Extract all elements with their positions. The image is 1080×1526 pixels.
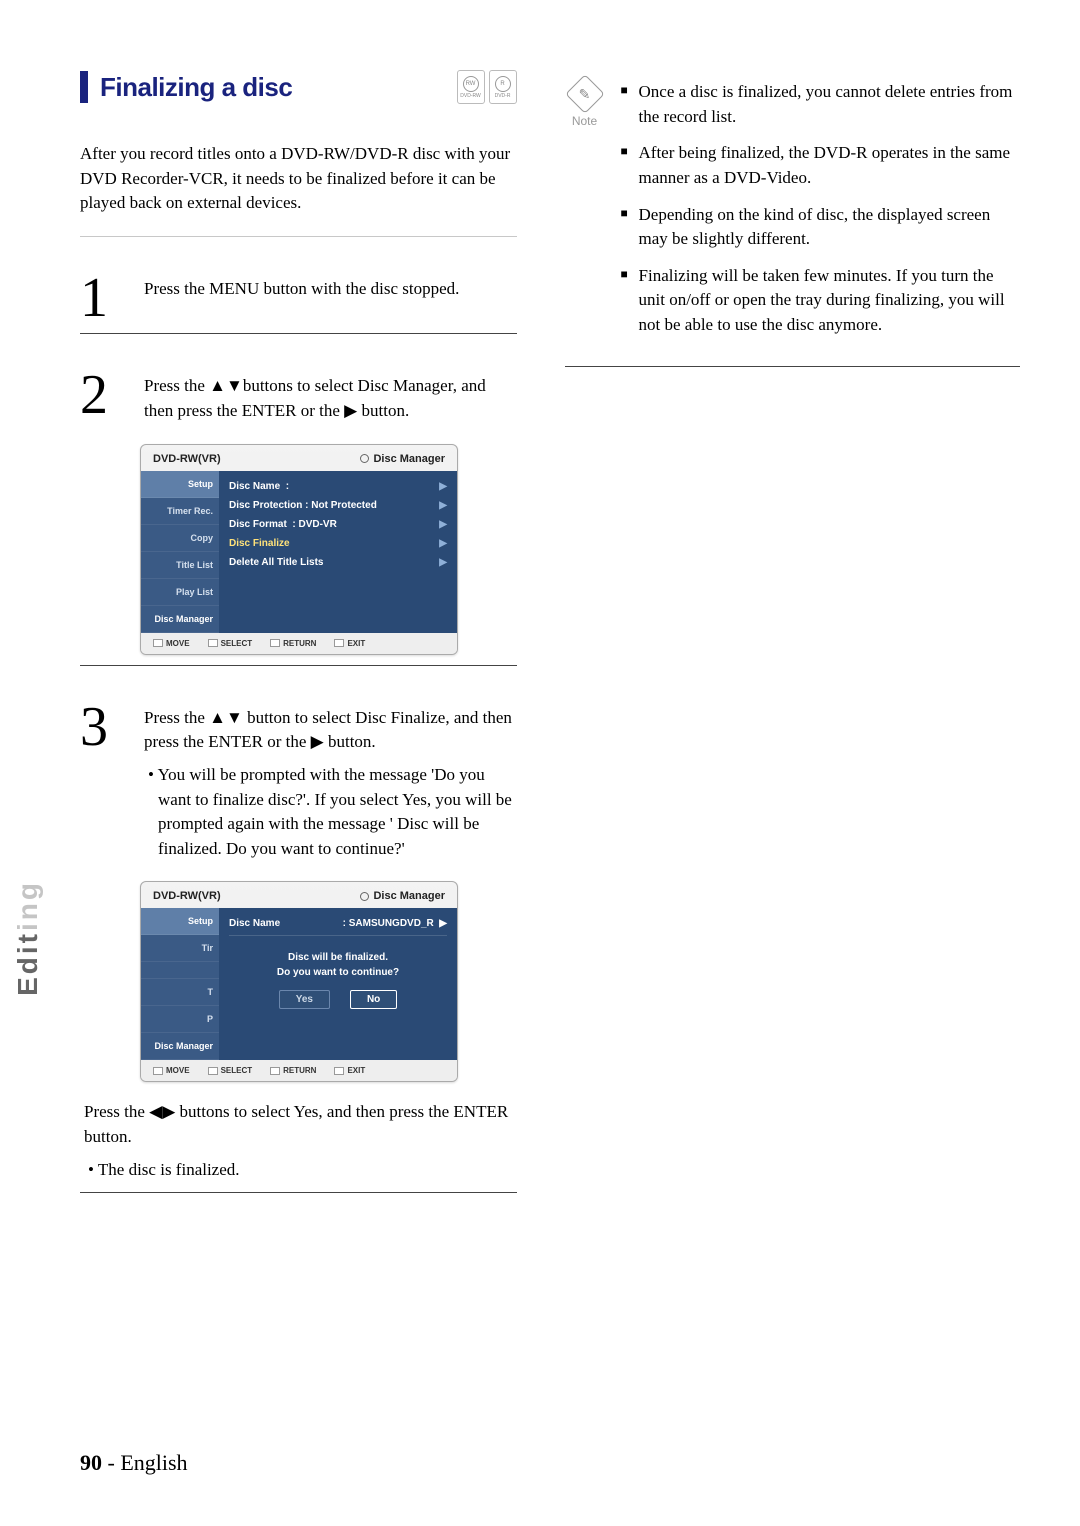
panel1-title-right: Disc Manager [373, 453, 445, 465]
notes-divider [565, 366, 1020, 367]
panel1-footer: MOVE SELECT RETURN EXIT [141, 633, 457, 654]
side2-timer: Tir [141, 935, 219, 962]
step-number-3: 3 [80, 702, 124, 862]
note-item: Depending on the kind of disc, the displ… [621, 203, 1020, 252]
confirm-line1: Disc will be finalized. [277, 950, 399, 965]
step-3b-sub: The disc is finalized. [84, 1158, 517, 1183]
note-item: Once a disc is finalized, you cannot del… [621, 80, 1020, 129]
disc-type-icons: RW DVD-RW R DVD-R [457, 70, 517, 104]
panel2-main: Disc Name : SAMSUNGDVD_R ▶ Disc will be … [219, 908, 457, 1060]
yes-button: Yes [279, 990, 330, 1009]
disc-manager-panel-1: DVD-RW(VR) Disc Manager Setup Timer Rec.… [140, 444, 458, 655]
notes-list: Once a disc is finalized, you cannot del… [621, 80, 1020, 350]
panel2-title-right: Disc Manager [373, 890, 445, 902]
note-item: Finalizing will be taken few minutes. If… [621, 264, 1020, 338]
step-number-1: 1 [80, 273, 124, 323]
side-setup: Setup [141, 471, 219, 498]
side2-setup: Setup [141, 908, 219, 935]
dvd-rw-icon: RW DVD-RW [457, 70, 485, 104]
step-1-text: Press the MENU button with the disc stop… [144, 273, 517, 323]
panel1-main: Disc Name :▶ Disc Protection : Not Prote… [219, 471, 457, 633]
step-divider [80, 665, 517, 666]
step-number-2: 2 [80, 370, 124, 423]
side-copy: Copy [141, 525, 219, 552]
note-icon: ✎ [565, 74, 605, 114]
no-button: No [350, 990, 397, 1009]
side2-p: P [141, 1006, 219, 1033]
panel1-sidebar: Setup Timer Rec. Copy Title List Play Li… [141, 471, 219, 633]
panel2-sidebar: Setup Tir T P Disc Manager [141, 908, 219, 1060]
side-playlist: Play List [141, 579, 219, 606]
side2-copy [141, 962, 219, 979]
intro-paragraph: After you record titles onto a DVD-RW/DV… [80, 142, 517, 216]
heading-marker [80, 71, 88, 103]
side-tab-label: Editing [12, 880, 44, 996]
panel1-title-left: DVD-RW(VR) [153, 453, 221, 465]
section-heading-row: Finalizing a disc RW DVD-RW R DVD-R [80, 70, 517, 104]
step-3b-text: Press the ◀▶ buttons to select Yes, and … [84, 1100, 517, 1149]
section-heading: Finalizing a disc [100, 72, 292, 103]
step-2-text: Press the ▲▼buttons to select Disc Manag… [144, 370, 517, 423]
step-3-sub: You will be prompted with the message 'D… [144, 763, 517, 862]
page-lang: English [120, 1450, 187, 1475]
panel2-footer: MOVE SELECT RETURN EXIT [141, 1060, 457, 1081]
dvd-r-icon: R DVD-R [489, 70, 517, 104]
note-label: Note [565, 114, 605, 128]
disc-manager-panel-2: DVD-RW(VR) Disc Manager Setup Tir T P Di… [140, 881, 458, 1082]
side-timer: Timer Rec. [141, 498, 219, 525]
step-3-text: Press the ▲▼ button to select Disc Final… [144, 706, 517, 755]
step-divider [80, 333, 517, 334]
step-divider [80, 1192, 517, 1193]
page-number: 90 [80, 1450, 102, 1475]
side2-dm: Disc Manager [141, 1033, 219, 1060]
page-footer: 90 - English [80, 1450, 188, 1476]
confirm-line2: Do you want to continue? [277, 965, 399, 980]
panel2-title-left: DVD-RW(VR) [153, 890, 221, 902]
note-item: After being finalized, the DVD-R operate… [621, 141, 1020, 190]
divider [80, 236, 517, 237]
side-discmanager: Disc Manager [141, 606, 219, 633]
side2-t: T [141, 979, 219, 1006]
side-titlelist: Title List [141, 552, 219, 579]
